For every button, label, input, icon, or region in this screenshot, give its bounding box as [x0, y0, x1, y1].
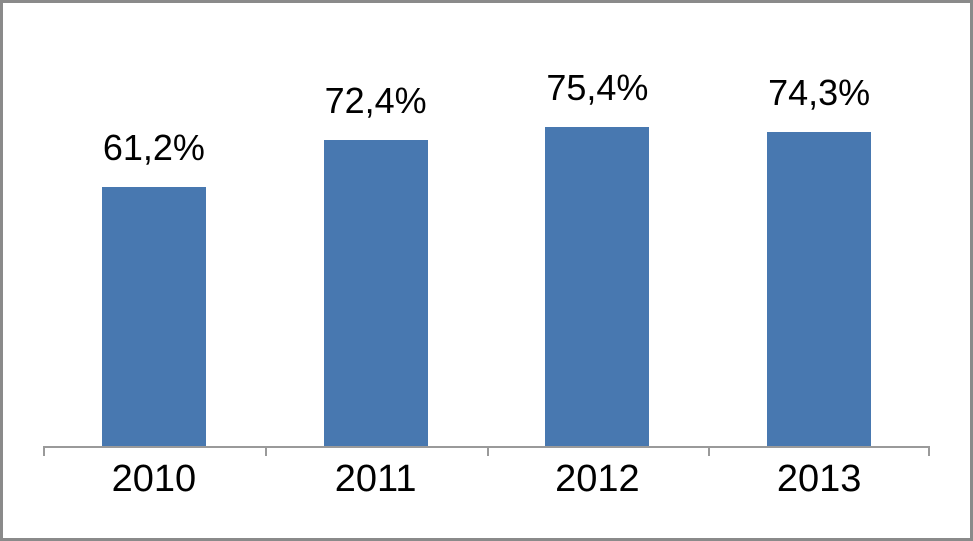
bar-wrap: 74,3%	[708, 23, 930, 446]
bar	[767, 132, 871, 446]
value-label: 75,4%	[546, 67, 648, 109]
value-label: 72,4%	[325, 80, 427, 122]
bar-wrap: 75,4%	[487, 23, 709, 446]
x-axis-label: 2010	[43, 458, 265, 518]
x-axis-labels: 2010201120122013	[43, 458, 930, 518]
x-tick	[43, 446, 45, 456]
value-label: 74,3%	[768, 72, 870, 114]
x-tick	[928, 446, 930, 456]
bar	[102, 187, 206, 446]
bars-container: 61,2% 72,4% 75,4% 74,3%	[43, 23, 930, 446]
x-axis-label: 2013	[708, 458, 930, 518]
chart-frame: 61,2% 72,4% 75,4% 74,3% 2010201120122013	[0, 0, 973, 541]
x-tick	[265, 446, 267, 456]
plot-area: 61,2% 72,4% 75,4% 74,3%	[43, 23, 930, 448]
value-label: 61,2%	[103, 127, 205, 169]
x-tick	[708, 446, 710, 456]
bar	[545, 127, 649, 446]
x-axis-label: 2011	[265, 458, 487, 518]
x-tick	[487, 446, 489, 456]
bar-wrap: 72,4%	[265, 23, 487, 446]
x-axis-label: 2012	[487, 458, 709, 518]
bar	[324, 140, 428, 446]
bar-wrap: 61,2%	[43, 23, 265, 446]
